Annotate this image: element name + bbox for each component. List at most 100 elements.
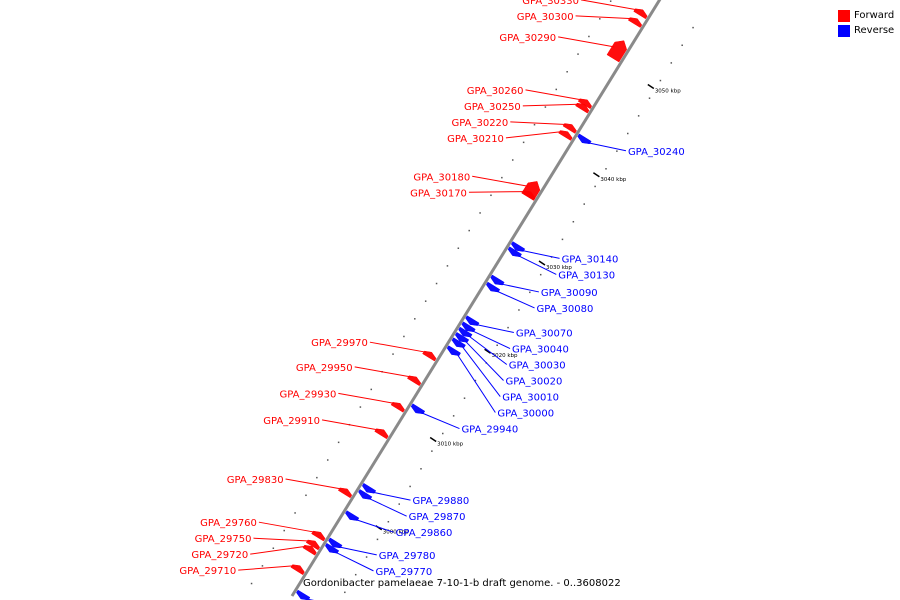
kbp-tick-label: 3000 kbp: [383, 530, 409, 536]
gene-leader-line: [472, 175, 529, 187]
scale-dot: [490, 194, 492, 197]
scale-dot: [305, 494, 307, 497]
gene-label: GPA_30000: [497, 409, 554, 420]
scale-dot: [359, 406, 362, 408]
scale-dot: [272, 547, 275, 549]
genome-caption: Gordonibacter pamelaeae 7-10-1-b draft g…: [303, 578, 621, 589]
gene-leader-line: [461, 346, 501, 397]
gene-label: GPA_30180: [413, 172, 470, 183]
gene-leader-line: [465, 340, 504, 381]
gene-leader-line: [321, 419, 379, 431]
gene-arrow: [490, 274, 505, 286]
gene-label: GPA_29910: [263, 416, 320, 427]
scale-dot: [577, 53, 579, 55]
gene-leader-line: [368, 497, 407, 517]
gene-label: GPA_29720: [191, 550, 248, 561]
gene-label: GPA_29830: [227, 475, 284, 486]
genome-backbone: [290, 0, 662, 597]
kbp-tick: [592, 172, 600, 178]
gene-label: GPA_29760: [200, 518, 257, 529]
scale-dot: [354, 573, 357, 576]
gene-label: GPA_29970: [311, 338, 368, 349]
gene-label: GPA_30130: [558, 270, 615, 281]
scale-dot: [326, 459, 329, 461]
scale-dot: [533, 123, 536, 126]
gene-arrow: [296, 589, 311, 600]
gene-arrow: [575, 102, 590, 114]
gene-label: GPA_29940: [461, 425, 518, 436]
gene-label: GPA_30040: [512, 345, 569, 356]
scale-dot: [627, 132, 629, 135]
scale-dot: [442, 432, 444, 435]
scale-dot: [511, 159, 514, 161]
gene-leader-line: [338, 546, 377, 556]
gene-label: GPA_30260: [467, 86, 524, 97]
scale-dot: [261, 565, 264, 567]
scale-dot: [424, 300, 427, 302]
gene-label: GPA_30240: [628, 147, 685, 158]
gene-arrow: [290, 564, 305, 576]
kbp-tick: [647, 83, 655, 90]
gene-label: GPA_29750: [195, 534, 252, 545]
legend-item-forward: Forward: [838, 8, 898, 23]
kbp-tick-label: 3030 kbp: [546, 265, 572, 271]
kbp-tick-label: 3040 kbp: [600, 177, 626, 183]
gene-label: GPA_29860: [396, 528, 453, 539]
gene-label: GPA_30290: [499, 33, 556, 44]
kbp-tick: [538, 260, 546, 266]
scale-dot: [414, 318, 416, 320]
gene-arrow: [345, 510, 360, 521]
scale-dot: [648, 97, 651, 99]
gene-leader-line: [587, 142, 627, 152]
gene-leader-line: [369, 341, 426, 353]
scale-dot: [496, 344, 498, 347]
gene-label: GPA_29880: [412, 496, 469, 507]
scale-dot: [468, 229, 470, 232]
scale-dot: [588, 35, 590, 38]
scale-dot: [344, 591, 346, 594]
scale-dot: [659, 79, 662, 82]
gene-leader-line: [335, 551, 374, 572]
gene-leader-line: [575, 15, 632, 20]
gene-arrow: [358, 489, 373, 500]
scale-dot: [605, 168, 607, 170]
gene-arrow: [461, 321, 476, 333]
gene-label: GPA_29770: [375, 567, 432, 578]
scale-dot: [392, 353, 394, 355]
gene-leader-line: [338, 392, 395, 404]
scale-dot: [609, 0, 612, 2]
gene-arrow: [562, 123, 577, 134]
kbp-tick: [484, 348, 491, 354]
gene-leader-line: [372, 491, 411, 501]
scale-dot: [370, 388, 373, 391]
gene-arrow: [510, 241, 526, 252]
gene-label: GPA_30330: [522, 0, 579, 7]
scale-dot: [474, 379, 477, 382]
gene-arrow: [486, 281, 501, 293]
scale-dot: [692, 26, 694, 29]
scale-dot: [583, 203, 585, 205]
scale-dot: [555, 88, 558, 91]
gene-leader-line: [521, 249, 560, 259]
scale-dot: [670, 62, 673, 64]
gene-leader-line: [285, 478, 342, 490]
gene-leader-line: [500, 283, 539, 293]
scale-dot: [250, 582, 253, 585]
gene-arrow: [337, 487, 353, 499]
scale-dot: [544, 106, 547, 108]
gene-arrow: [311, 530, 326, 542]
scale-dot: [420, 468, 422, 470]
scale-dot: [507, 326, 509, 329]
legend: Forward Reverse: [838, 8, 898, 38]
gene-arrow: [328, 537, 343, 549]
scale-dot: [518, 309, 520, 311]
gene-leader-line: [468, 191, 525, 193]
gene-label: GPA_29930: [280, 389, 337, 400]
gene-arrow: [446, 345, 461, 356]
gene-arrow: [325, 542, 340, 554]
scale-dot: [501, 176, 503, 179]
gene-arrow: [302, 544, 317, 556]
scale-dot: [561, 238, 564, 241]
legend-item-reverse: Reverse: [838, 23, 898, 38]
